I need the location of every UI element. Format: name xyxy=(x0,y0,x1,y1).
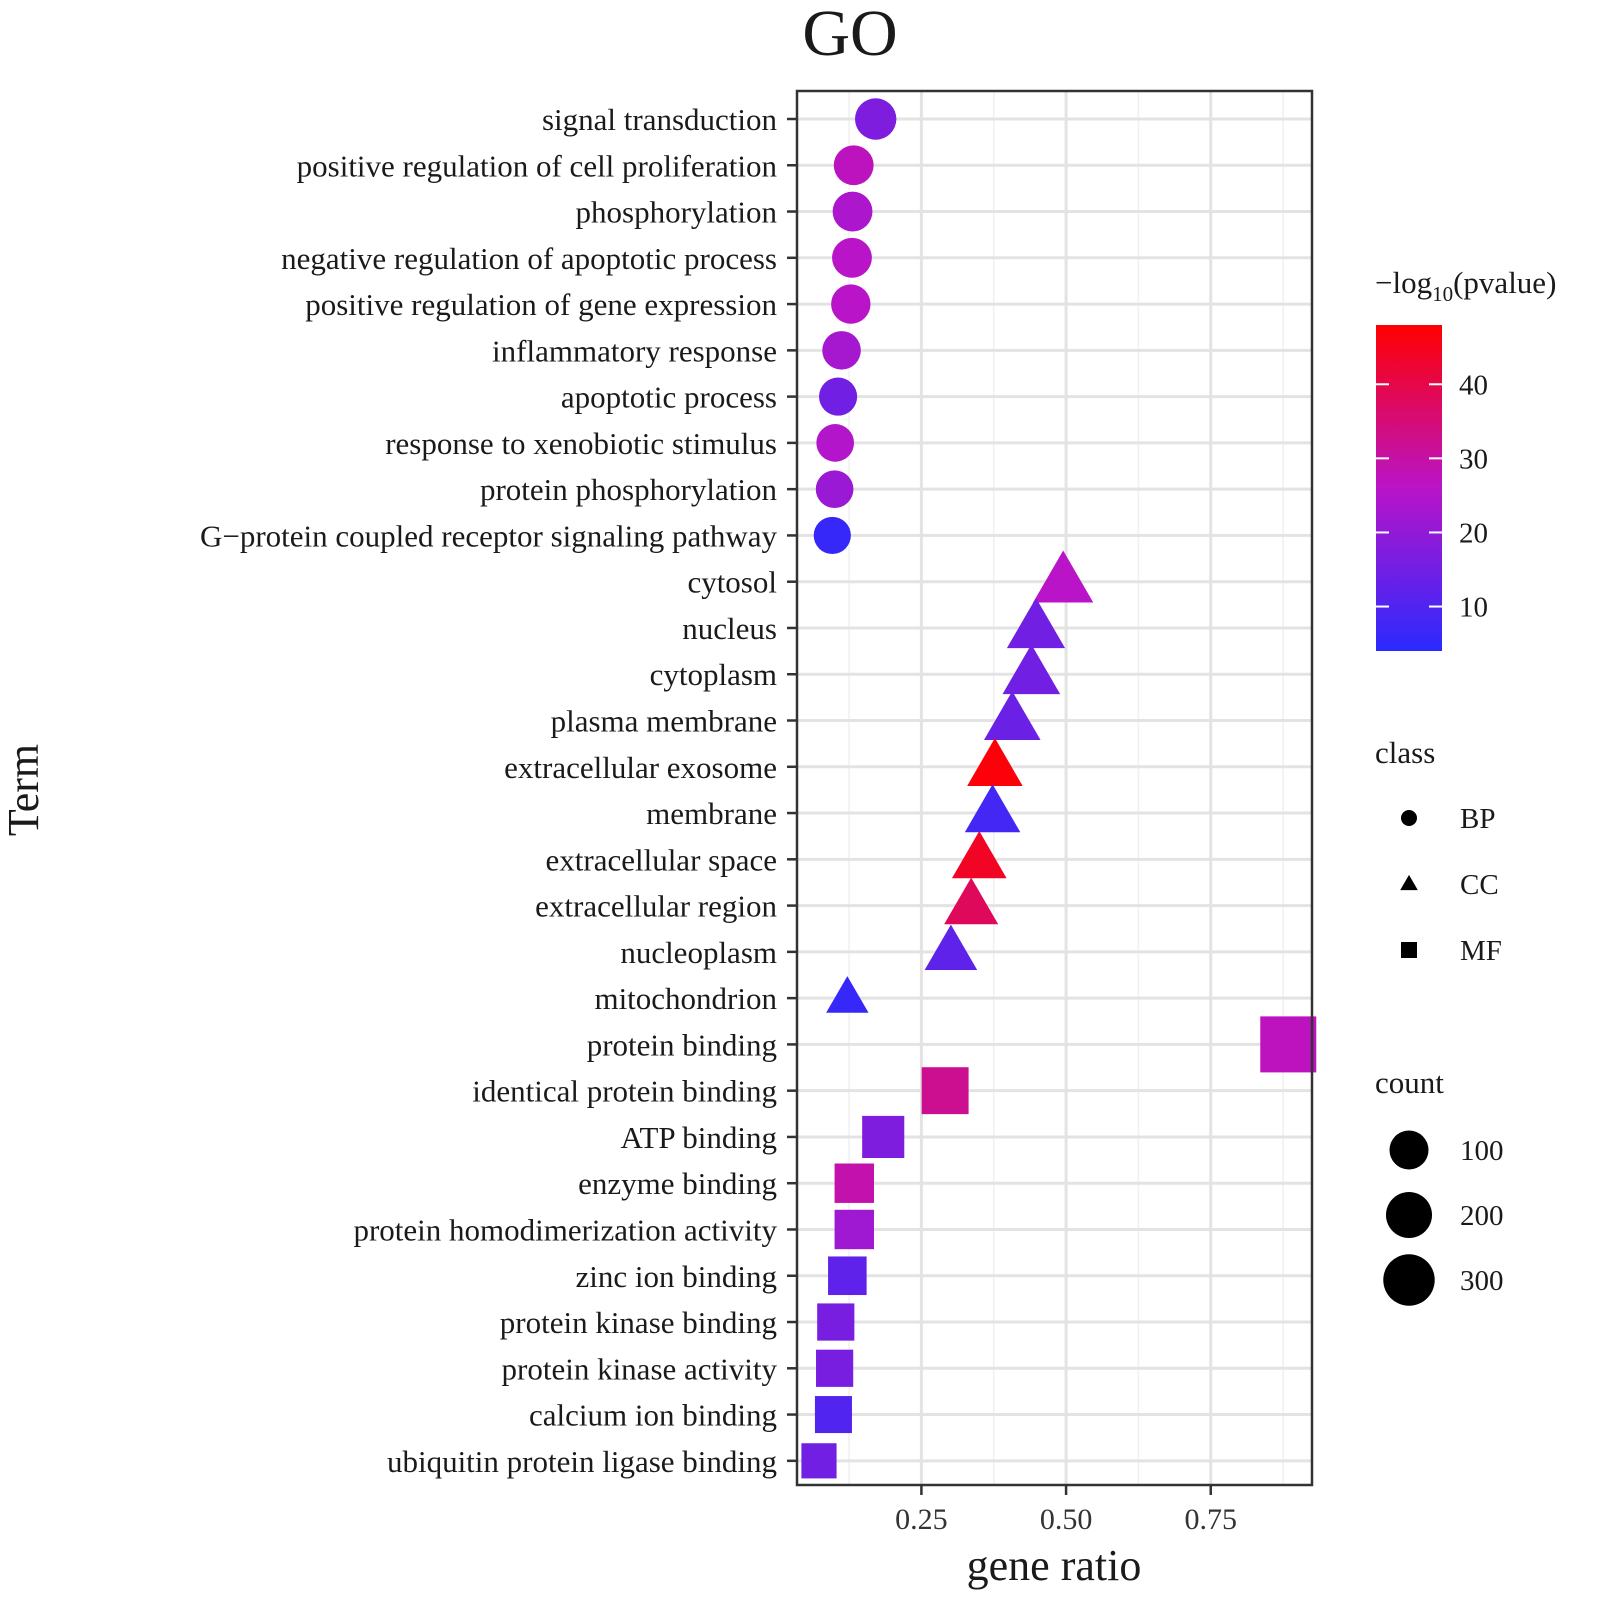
legend-triangle-icon xyxy=(1400,874,1418,891)
marks-layer xyxy=(801,98,1317,1479)
legend-size-circle-icon xyxy=(1389,1130,1429,1170)
term-label: ubiquitin protein ligase binding xyxy=(387,1444,777,1479)
term-label: plasma membrane xyxy=(551,704,777,739)
term-label: inflammatory response xyxy=(492,333,777,368)
term-label: calcium ion binding xyxy=(529,1398,777,1433)
count-legend-label: 200 xyxy=(1460,1200,1504,1232)
count-legend-title: count xyxy=(1375,1065,1444,1100)
data-point-cc xyxy=(924,924,978,971)
data-point-bp xyxy=(855,98,897,140)
colorbar xyxy=(1376,325,1442,651)
term-label: identical protein binding xyxy=(472,1074,777,1109)
x-axis-title: gene ratio xyxy=(967,1541,1142,1590)
class-legend-label: BP xyxy=(1460,803,1495,835)
colorbar-tick-label: 20 xyxy=(1459,517,1488,549)
plot-panel-border xyxy=(795,89,1314,1487)
legend-circle-icon xyxy=(1401,810,1417,826)
term-label: response to xenobiotic stimulus xyxy=(385,426,777,461)
data-point-cc xyxy=(964,784,1021,833)
term-label: negative regulation of apoptotic process xyxy=(281,241,777,276)
term-label: ATP binding xyxy=(621,1120,777,1155)
plot-panel-background xyxy=(797,91,1312,1485)
data-point-bp xyxy=(819,377,858,416)
class-legend-label: CC xyxy=(1460,869,1499,901)
term-label: protein phosphorylation xyxy=(480,472,778,507)
term-label: G−protein coupled receptor signaling pat… xyxy=(200,518,778,553)
term-label: protein kinase binding xyxy=(500,1305,777,1340)
legend-size-circle-icon xyxy=(1383,1254,1435,1306)
count-legend-label: 300 xyxy=(1460,1265,1504,1297)
term-label: apoptotic process xyxy=(561,380,777,415)
data-point-cc xyxy=(983,691,1041,741)
term-label: enzyme binding xyxy=(578,1166,777,1201)
legend-square-icon xyxy=(1401,942,1417,958)
data-point-mf xyxy=(921,1067,969,1115)
term-label: protein homodimerization activity xyxy=(353,1212,777,1247)
data-point-bp xyxy=(822,331,861,370)
data-point-cc xyxy=(1033,550,1094,603)
data-point-bp xyxy=(816,424,855,462)
data-point-mf xyxy=(817,1303,855,1341)
x-tick-label: 0.25 xyxy=(895,1503,948,1536)
colorbar-tick-label: 30 xyxy=(1459,443,1488,475)
data-point-mf xyxy=(834,1163,874,1203)
term-label: extracellular region xyxy=(535,889,777,924)
colorbar-tick-label: 10 xyxy=(1459,592,1488,624)
term-label: positive regulation of gene expression xyxy=(305,287,777,322)
term-label: protein binding xyxy=(587,1027,777,1062)
data-point-cc xyxy=(826,976,869,1013)
x-tick-label: 0.50 xyxy=(1040,1503,1093,1536)
term-label: protein kinase activity xyxy=(502,1351,778,1386)
term-label: phosphorylation xyxy=(576,195,778,230)
data-point-bp xyxy=(831,284,871,324)
data-point-cc xyxy=(951,831,1007,879)
data-point-mf xyxy=(1260,1016,1317,1073)
y-axis-title: Term xyxy=(0,744,48,836)
legend-size-circle-icon xyxy=(1385,1191,1433,1239)
class-legend-label: MF xyxy=(1460,935,1502,967)
term-label: cytoplasm xyxy=(650,657,777,692)
data-point-bp xyxy=(833,145,874,186)
x-axis: 0.25 0.50 0.75 xyxy=(895,1485,1237,1536)
data-point-mf xyxy=(814,1396,852,1434)
term-label: zinc ion binding xyxy=(576,1259,777,1294)
count-legend: count 100 200 300 xyxy=(1375,1065,1504,1306)
y-axis: signal transduction positive regulation o… xyxy=(200,102,797,1479)
data-point-mf xyxy=(862,1115,905,1158)
term-label: extracellular space xyxy=(546,842,778,877)
data-point-bp xyxy=(832,191,873,232)
data-point-bp xyxy=(813,516,851,555)
term-label: nucleus xyxy=(682,611,777,646)
term-label: signal transduction xyxy=(542,102,778,137)
term-label: extracellular exosome xyxy=(504,750,777,785)
data-point-mf xyxy=(801,1443,837,1479)
chart-title: GO xyxy=(802,0,897,70)
class-legend: class BP CC MF xyxy=(1375,735,1502,967)
colorbar-tick-label: 40 xyxy=(1459,369,1488,401)
grid-layer xyxy=(797,91,1312,1485)
term-label: nucleoplasm xyxy=(620,935,777,970)
term-label: membrane xyxy=(646,796,777,831)
data-point-mf xyxy=(816,1349,854,1387)
data-point-cc xyxy=(967,738,1023,786)
data-point-cc xyxy=(1002,644,1061,695)
x-tick-label: 0.75 xyxy=(1184,1503,1237,1536)
color-legend-title: −log10(pvalue) xyxy=(1375,265,1556,306)
data-point-cc xyxy=(944,877,999,925)
term-label: positive regulation of cell proliferatio… xyxy=(297,148,778,183)
term-label: mitochondrion xyxy=(594,981,777,1016)
data-point-cc xyxy=(1006,597,1066,649)
class-legend-title: class xyxy=(1375,735,1435,770)
data-point-bp xyxy=(832,237,872,278)
data-point-mf xyxy=(828,1256,867,1296)
term-label: cytosol xyxy=(687,565,777,600)
count-legend-label: 100 xyxy=(1460,1135,1504,1167)
color-legend: −log10(pvalue) 10 20 30 40 xyxy=(1375,265,1556,651)
data-point-bp xyxy=(815,470,854,508)
data-point-mf xyxy=(834,1209,874,1250)
